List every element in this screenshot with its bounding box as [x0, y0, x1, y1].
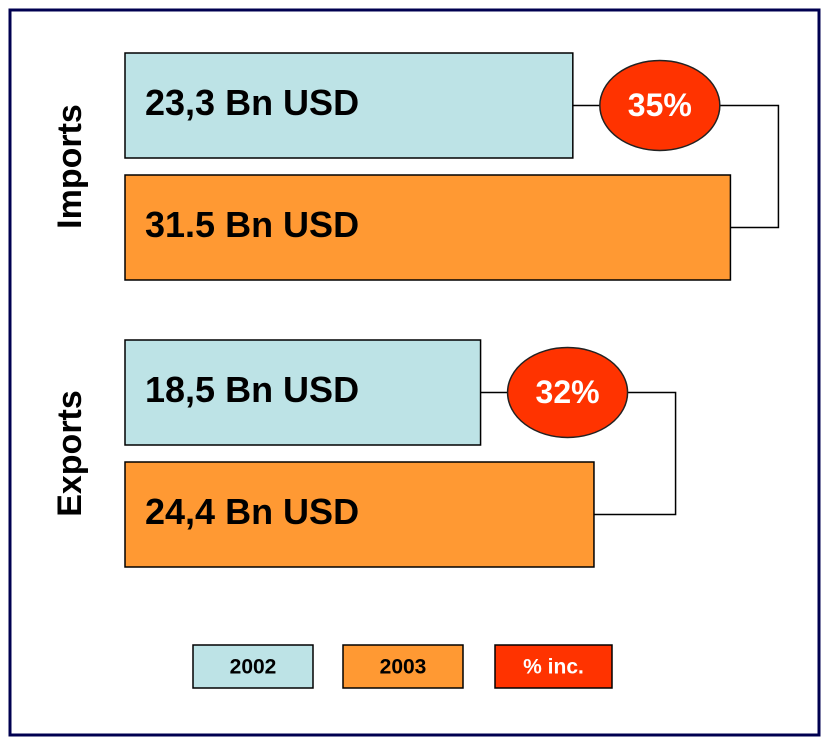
bar: [124, 461, 595, 568]
group-label: Imports: [51, 104, 89, 229]
bar-label: 24,4 Bn USD: [145, 491, 359, 532]
increase-badge: [599, 59, 721, 152]
legend-label: % inc.: [523, 656, 584, 679]
bar: [124, 339, 482, 446]
group-label: Exports: [51, 390, 89, 517]
bar-label: 18,5 Bn USD: [145, 369, 359, 410]
bar: [124, 174, 732, 281]
legend-swatch: [192, 644, 314, 689]
bar: [124, 52, 574, 159]
connector: [719, 104, 780, 229]
bar-label: 23,3 Bn USD: [145, 82, 359, 123]
legend-label: 2003: [380, 656, 427, 679]
legend-swatch: [342, 644, 464, 689]
increase-label: 35%: [628, 87, 692, 123]
legend-swatch: [494, 644, 613, 689]
bar-label: 31.5 Bn USD: [145, 204, 359, 245]
increase-label: 32%: [536, 374, 600, 410]
legend-label: 2002: [230, 656, 277, 679]
increase-badge: [506, 346, 629, 439]
connector: [593, 391, 677, 516]
